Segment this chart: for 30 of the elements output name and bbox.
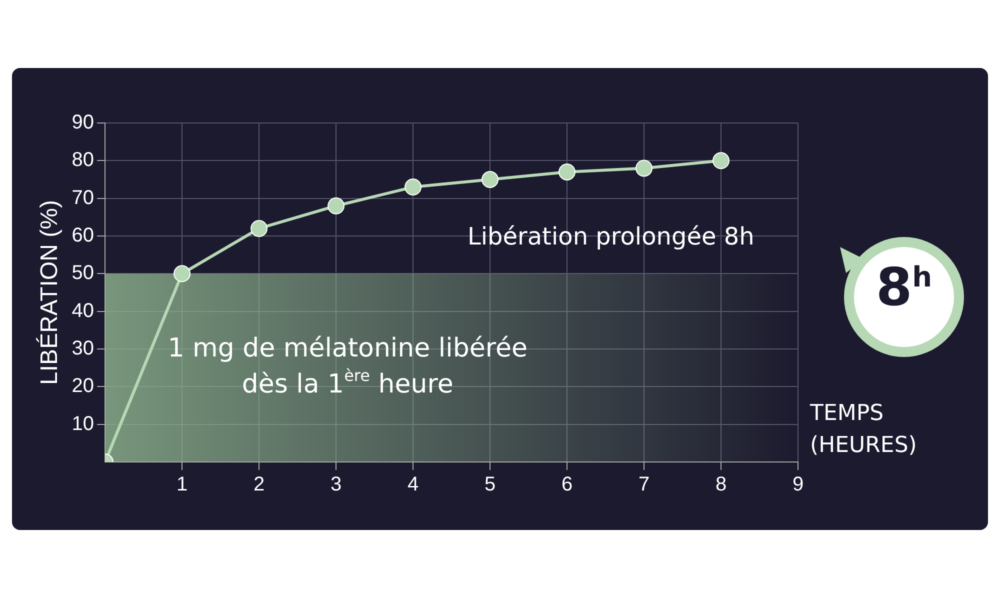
y-tick-label: 90: [72, 112, 94, 134]
point: [636, 160, 653, 177]
y-tick-label: 10: [72, 412, 94, 435]
y-tick-label: 50: [72, 262, 94, 284]
y-tick-label: 20: [72, 375, 94, 398]
x-tick-label: 1: [176, 474, 188, 496]
x-tick-label: 7: [638, 474, 650, 496]
x-tick-label: 8: [715, 474, 727, 496]
point: [712, 152, 730, 170]
point: [404, 178, 422, 196]
x-tick-label: 4: [407, 474, 419, 496]
annotation: Libération prolongée 8h: [467, 222, 754, 250]
point: [250, 220, 268, 237]
text: 8$^{h}$: [874, 258, 934, 318]
x-tick-label: 2: [253, 474, 265, 496]
y-tick-label: 60: [72, 224, 94, 247]
point: [174, 265, 191, 282]
y-axis-title: LIBÉRATION (%): [36, 200, 64, 385]
y-tick-label: 40: [72, 300, 94, 322]
x-tick-label: 5: [484, 474, 496, 496]
x-tick-label: 3: [330, 474, 342, 496]
x-axis-title: TEMPS (HEURES): [810, 400, 918, 460]
point: [482, 171, 499, 188]
point: [558, 163, 576, 180]
y-tick-label: 80: [72, 149, 94, 172]
point: [328, 197, 345, 214]
x-tick-label: 6: [561, 474, 573, 496]
x-tick-label: 9: [792, 474, 804, 496]
y-tick-label: 30: [72, 338, 94, 360]
y-tick-label: 70: [72, 186, 94, 209]
